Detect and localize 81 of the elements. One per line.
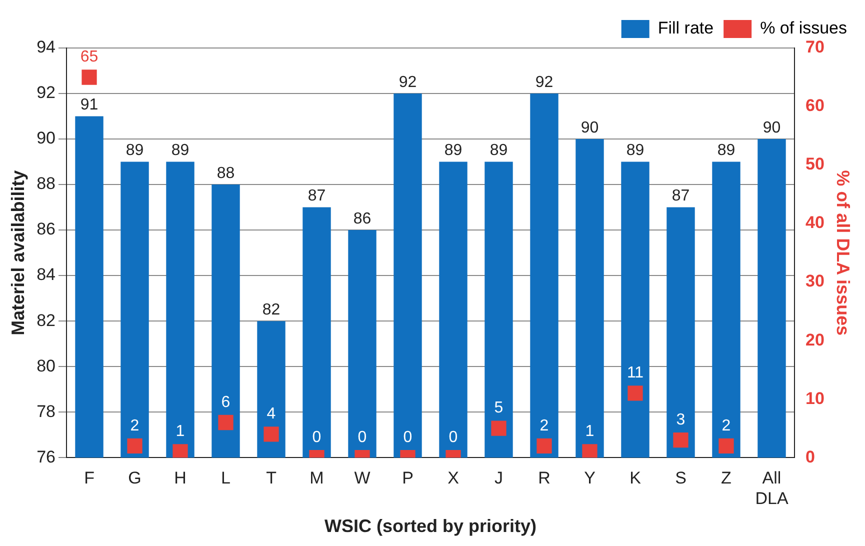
data-label: 0 <box>312 429 322 446</box>
data-label: 89 <box>444 142 462 160</box>
x-tick-label: M <box>310 468 324 488</box>
data-label: 0 <box>403 429 412 446</box>
data-label: 1 <box>176 423 185 440</box>
y2-tick-label: 20 <box>805 330 824 350</box>
x-tick-label: J <box>494 468 503 488</box>
y-tick-label: 82 <box>36 310 56 330</box>
point <box>673 432 688 448</box>
x-tick-label: Z <box>721 468 732 488</box>
data-label: 2 <box>130 417 140 434</box>
data-label: 4 <box>266 406 276 423</box>
data-label: 5 <box>494 400 504 417</box>
x-axis-title: WSIC (sorted by priority) <box>324 516 537 536</box>
y-tick-label: 94 <box>36 38 56 57</box>
x-tick-label: All DLA <box>755 468 789 508</box>
legend-label: Fill rate <box>658 18 714 38</box>
y2-axis-title: % of all DLA issues <box>833 170 854 336</box>
point <box>718 438 734 454</box>
point <box>218 414 234 430</box>
x-tick-label: P <box>402 468 414 488</box>
y-tick-label: 84 <box>36 265 56 284</box>
y-axis-title: Materiel availability <box>8 170 28 336</box>
y2-tick-label: 50 <box>805 154 824 174</box>
y-tick-label: 90 <box>36 128 56 148</box>
data-label: 92 <box>535 74 554 91</box>
y-tick-label: 92 <box>36 83 56 102</box>
data-label: 2 <box>722 417 731 434</box>
y-tick-label: 76 <box>36 447 56 466</box>
data-label: 89 <box>490 142 508 160</box>
data-label: 92 <box>398 74 417 91</box>
y2-tick-label: 70 <box>805 38 824 57</box>
data-label: 90 <box>762 119 781 136</box>
x-tick-label: T <box>266 468 276 488</box>
data-label: 86 <box>353 210 372 228</box>
data-label: 11 <box>626 364 644 382</box>
data-label: 82 <box>262 301 280 318</box>
x-tick-label: L <box>221 468 230 488</box>
data-label: 87 <box>308 188 326 205</box>
point <box>172 444 188 458</box>
y-tick-label: 80 <box>36 356 56 376</box>
y2-tick-label: 0 <box>805 447 815 466</box>
point <box>536 438 552 454</box>
x-tick-label: W <box>354 468 370 488</box>
x-tick-label: Y <box>584 468 596 488</box>
data-label: 1 <box>585 423 594 440</box>
point <box>82 70 97 85</box>
x-tick-label: K <box>630 468 642 488</box>
data-label: 65 <box>80 48 98 66</box>
y-tick-label: 88 <box>36 174 56 194</box>
data-label: 6 <box>221 394 230 411</box>
point <box>127 438 142 454</box>
data-label: 91 <box>80 96 98 114</box>
x-tick-label: R <box>538 468 550 488</box>
data-label: 90 <box>580 119 599 136</box>
point <box>582 444 598 458</box>
data-label: 89 <box>626 142 644 160</box>
y2-tick-label: 40 <box>805 213 824 232</box>
legend-label: % of issues <box>760 18 848 38</box>
point <box>628 386 643 401</box>
data-label: 2 <box>540 417 549 434</box>
x-tick-label: S <box>675 468 686 488</box>
y-tick-label: 86 <box>36 220 56 239</box>
x-tick-label: G <box>128 468 142 488</box>
data-label: 87 <box>672 188 690 205</box>
x-tick-label: F <box>84 468 94 488</box>
data-label: 3 <box>676 411 686 428</box>
y2-tick-label: 30 <box>805 272 824 291</box>
data-label: 89 <box>717 142 736 160</box>
data-label: 89 <box>171 142 190 160</box>
data-label: 0 <box>358 429 367 446</box>
y-tick-label: 78 <box>36 402 56 421</box>
y2-tick-label: 10 <box>805 388 824 408</box>
data-label: 89 <box>126 142 144 160</box>
y2-tick-label: 60 <box>805 96 824 116</box>
point <box>491 420 506 436</box>
data-label: 88 <box>216 164 235 182</box>
x-tick-label: X <box>448 468 459 488</box>
data-label: 0 <box>448 429 458 446</box>
x-tick-label: H <box>174 468 186 488</box>
point <box>264 426 279 442</box>
